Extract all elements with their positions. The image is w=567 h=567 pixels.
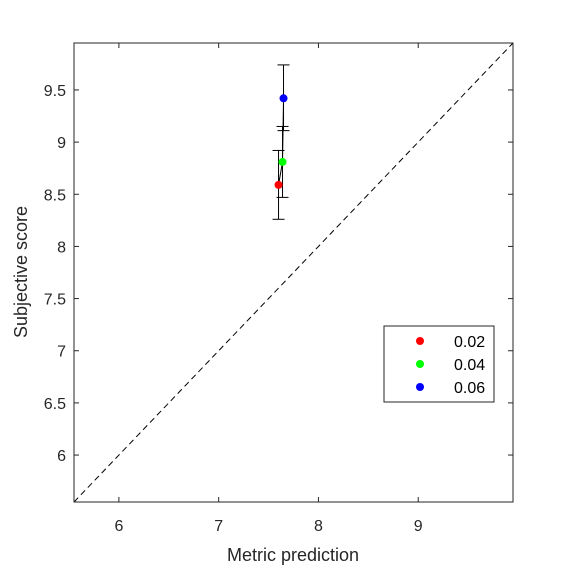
data-point-1 [278,157,287,166]
x-tick-label: 8 [314,518,323,535]
legend-marker [416,360,424,368]
legend: 0.02 0.04 0.06 [383,325,495,403]
y-tick-label: 7 [57,344,66,361]
legend-marker [416,383,424,391]
plot-frame [73,42,514,503]
x-axis-label: Metric prediction [227,545,359,565]
y-tick-label: 9 [57,135,66,152]
x-tick-label: 6 [114,518,123,535]
legend-label: 0.04 [454,357,485,374]
y-tick-label: 6.5 [44,396,66,413]
reference-layer [73,42,514,503]
y-tick-label: 6 [57,448,66,465]
legend-item-2: 0.06 [416,380,485,397]
legend-item-0: 0.02 [416,334,485,351]
y-tick-label: 7.5 [44,292,66,309]
x-tick-layer: 6 7 8 9 [114,43,423,535]
legend-label: 0.06 [454,380,485,397]
legend-box [383,325,495,403]
y-tick-label: 8.5 [44,187,66,204]
x-tick-label: 7 [214,518,223,535]
data-point-0 [274,180,283,189]
x-tick-label: 9 [414,518,423,535]
legend-marker [416,337,424,345]
legend-item-1: 0.04 [416,357,485,374]
data-point-2 [279,94,288,103]
reference-line [73,42,514,503]
point-layer [274,94,288,189]
legend-label: 0.02 [454,334,485,351]
y-tick-layer: 6 6.5 7 7.5 8 8.5 9 9.5 [44,83,513,465]
y-tick-label: 9.5 [44,83,66,100]
y-tick-label: 8 [57,239,66,256]
y-axis-label: Subjective score [11,206,31,338]
